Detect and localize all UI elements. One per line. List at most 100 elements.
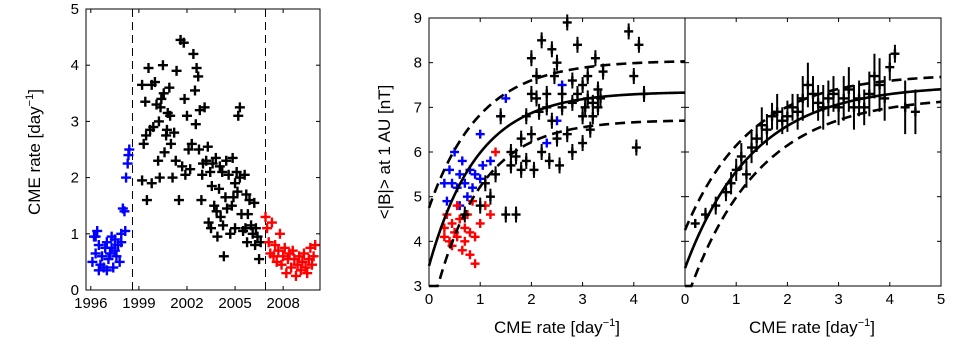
middle-point-0-17 bbox=[485, 156, 495, 166]
left-point-2-31 bbox=[310, 240, 321, 251]
left-point-0-20 bbox=[111, 251, 122, 262]
middle-point-1-4 bbox=[447, 218, 457, 228]
right-point-36 bbox=[890, 44, 900, 63]
left-point-1-65 bbox=[215, 211, 226, 222]
right-panel-xtick-label-1: 1 bbox=[732, 291, 740, 308]
middle-point-1-14 bbox=[465, 250, 475, 260]
middle-point-0-10 bbox=[462, 192, 472, 202]
left-point-1-14 bbox=[153, 116, 164, 127]
left-point-0-17 bbox=[108, 262, 119, 273]
middle-point-2-43 bbox=[578, 108, 588, 125]
left-point-2-29 bbox=[306, 259, 317, 270]
left-point-1-55 bbox=[205, 166, 216, 177]
middle-point-2-52 bbox=[593, 99, 603, 116]
right-panel-marks bbox=[683, 44, 942, 288]
right-panel-xtick-label-4: 4 bbox=[886, 291, 894, 308]
left-point-1-30 bbox=[171, 65, 182, 76]
left-point-1-64 bbox=[214, 161, 225, 172]
left-point-0-19 bbox=[109, 234, 120, 245]
middle-point-2-27 bbox=[547, 41, 557, 58]
right-panel-ticks: 0 1 2 3 4 5 bbox=[681, 17, 945, 308]
middle-panel-xtick-label-0: 0 bbox=[425, 291, 433, 308]
right-panel-xtick-label-2: 2 bbox=[783, 291, 791, 308]
middle-point-2-36 bbox=[562, 126, 572, 143]
middle-panel-xtick-label-3: 3 bbox=[578, 291, 586, 308]
left-point-1-86 bbox=[239, 169, 250, 180]
middle-point-0-0 bbox=[439, 178, 449, 188]
left-point-1-22 bbox=[161, 124, 172, 135]
left-point-1-6 bbox=[143, 63, 154, 74]
middle-point-2-15 bbox=[526, 50, 536, 67]
right-panel-xtick-label-0: 0 bbox=[681, 291, 689, 308]
middle-point-1-17 bbox=[470, 259, 480, 269]
middle-point-0-14 bbox=[475, 129, 485, 139]
middle-point-2-45 bbox=[580, 99, 590, 116]
left-point-0-29 bbox=[122, 158, 133, 169]
left-point-1-87 bbox=[240, 223, 251, 234]
left-point-2-10 bbox=[276, 259, 287, 270]
left-point-1-82 bbox=[234, 102, 245, 113]
left-point-1-89 bbox=[242, 237, 253, 248]
middle-point-2-16 bbox=[526, 85, 536, 102]
left-point-2-26 bbox=[302, 268, 313, 279]
right-point-31 bbox=[864, 71, 874, 117]
left-point-1-34 bbox=[178, 37, 189, 48]
middle-point-1-1 bbox=[439, 232, 449, 242]
left-panel-ylabel-end: ] bbox=[25, 89, 44, 94]
left-point-0-0 bbox=[87, 256, 98, 267]
left-panel-frame bbox=[85, 8, 321, 291]
right-point-28 bbox=[849, 85, 859, 130]
middle-point-1-11 bbox=[460, 223, 470, 233]
right-panel-xtick-label-3: 3 bbox=[834, 291, 842, 308]
left-point-1-17 bbox=[156, 93, 167, 104]
middle-point-2-7 bbox=[506, 157, 516, 174]
left-point-2-1 bbox=[262, 223, 273, 234]
middle-point-2-53 bbox=[593, 81, 603, 98]
left-panel-marks bbox=[87, 9, 321, 290]
middle-point-2-22 bbox=[537, 32, 547, 49]
middle-panel-ylabel: <|B|> at 1 AU [nT] bbox=[375, 85, 394, 220]
left-panel-ytick-label-5: 5 bbox=[71, 1, 79, 18]
left-point-2-25 bbox=[300, 262, 311, 273]
right-point-19 bbox=[803, 62, 813, 108]
right-panel: 0 1 2 3 4 5 CME rate [day−1] bbox=[681, 17, 945, 337]
middle-point-1-15 bbox=[465, 227, 475, 237]
right-point-38 bbox=[910, 89, 920, 135]
left-point-1-13 bbox=[153, 155, 164, 166]
left-point-1-53 bbox=[202, 141, 213, 152]
right-fit-upper bbox=[683, 75, 942, 231]
middle-fit-line bbox=[427, 91, 686, 267]
right-panel-xlabel: CME rate [day−1] bbox=[749, 317, 875, 337]
middle-point-0-20 bbox=[542, 138, 552, 148]
left-point-1-62 bbox=[212, 231, 223, 242]
left-panel-xtick-label-1: 1999 bbox=[122, 295, 155, 312]
left-panel-ytick-label-2: 2 bbox=[71, 170, 79, 187]
left-point-1-4 bbox=[141, 130, 152, 141]
right-point-26 bbox=[839, 76, 849, 121]
left-point-1-74 bbox=[226, 200, 237, 211]
right-point-27 bbox=[844, 67, 854, 112]
right-point-30 bbox=[859, 89, 869, 126]
left-point-1-26 bbox=[165, 138, 176, 149]
middle-point-0-3 bbox=[447, 178, 457, 188]
middle-panel-ytick-label-6: 9 bbox=[414, 10, 422, 27]
middle-point-0-16 bbox=[478, 160, 488, 170]
middle-point-2-38 bbox=[567, 94, 577, 111]
left-point-1-16 bbox=[155, 102, 166, 113]
left-panel-ytick-label-1: 1 bbox=[71, 226, 79, 243]
middle-point-1-22 bbox=[491, 147, 501, 157]
middle-panel-ytick-label-2: 5 bbox=[414, 189, 422, 206]
right-point-35 bbox=[885, 53, 895, 81]
middle-point-1-7 bbox=[452, 201, 462, 211]
left-point-1-2 bbox=[138, 138, 149, 149]
left-panel: 1996 1999 2002 2005 2008 0 1 2 3 4 5 CME rate [day… bbox=[24, 1, 321, 312]
left-point-0-28 bbox=[121, 172, 132, 183]
left-point-1-48 bbox=[196, 195, 207, 206]
left-point-0-11 bbox=[101, 237, 112, 248]
left-point-1-42 bbox=[189, 85, 200, 96]
middle-point-2-46 bbox=[583, 68, 593, 85]
middle-panel-ytick-label-1: 4 bbox=[414, 233, 422, 250]
middle-fit-lower bbox=[429, 119, 686, 288]
left-point-1-46 bbox=[193, 144, 204, 155]
right-fit-line bbox=[683, 88, 942, 269]
